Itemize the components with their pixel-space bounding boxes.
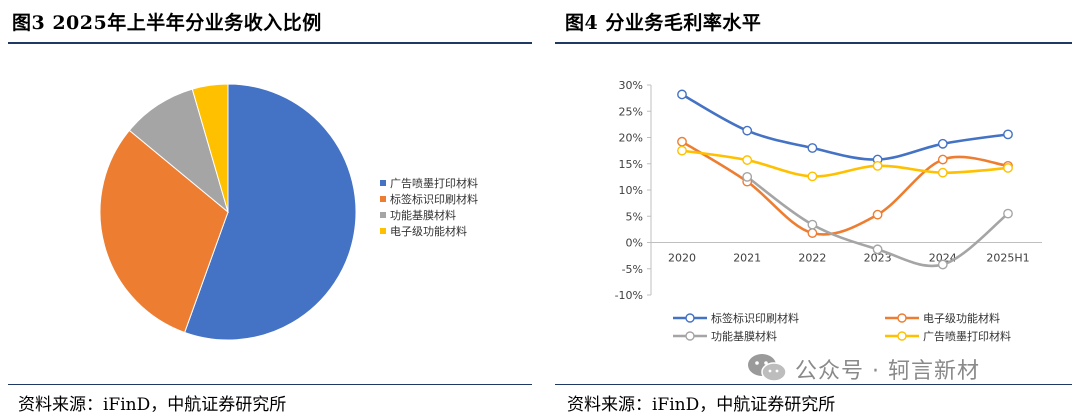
series-line-4: [681, 149, 1009, 178]
y-tick-label: 25%: [619, 105, 643, 118]
legend-label-3: 功能基膜材料: [711, 329, 777, 343]
x-tick-label: 2021: [733, 252, 761, 265]
pie-legend-label-3: 功能基膜材料: [390, 208, 456, 222]
legend-label-4: 广告喷墨打印材料: [923, 329, 1011, 343]
legend-marker-3: [685, 331, 695, 341]
series-1-point: [807, 143, 818, 153]
series-3-point: [872, 244, 883, 255]
pie-legend-label-2: 标签标识印刷材料: [390, 192, 478, 206]
pie-legend-swatch-3: [380, 212, 386, 218]
series-1-point: [677, 89, 687, 100]
y-tick-label: -10%: [615, 289, 643, 302]
wechat-icon: [748, 354, 787, 382]
series-4-point: [807, 171, 818, 182]
figure3-top-rule: [8, 42, 532, 44]
legend-label-1: 标签标识印刷材料: [711, 311, 799, 325]
pie-slice-4: [191, 83, 229, 213]
series-4-point: [1003, 163, 1013, 173]
series-4-point: [872, 160, 883, 171]
y-tick-label: 30%: [619, 79, 643, 92]
pie-slice-2: [99, 129, 229, 334]
series-2-point: [872, 209, 883, 220]
series-1-point: [937, 138, 948, 149]
figure3-source: 资料来源：iFinD，中航证券研究所: [18, 395, 287, 415]
y-tick-label: 20%: [619, 132, 643, 145]
pie-slice-1: [184, 83, 357, 341]
series-2-point: [807, 228, 818, 238]
series-3-point: [742, 171, 753, 182]
series-1-point: [742, 125, 753, 136]
figure4-top-rule: [555, 42, 1072, 44]
figure3-title: 图3 2025年上半年分业务收入比例: [12, 12, 322, 34]
legend-label-2: 电子级功能材料: [923, 311, 1000, 325]
legend-marker-4: [897, 331, 907, 341]
pie-legend-swatch-2: [380, 196, 386, 202]
y-tick-label: -5%: [622, 263, 643, 276]
x-tick-label: 2020: [668, 252, 696, 265]
series-3-point: [807, 219, 818, 230]
figure4-panel: 图4 分业务毛利率水平 -10% -5% 0% 5% 10% 15% 20% 25% 30% 20…: [555, 0, 1080, 415]
series-4-point: [677, 145, 687, 156]
y-tick-label: 0%: [626, 237, 643, 250]
watermark-text: 公众号 · 轲言新材: [795, 359, 980, 384]
series-2-point: [937, 154, 948, 165]
pie-legend-label-4: 电子级功能材料: [390, 224, 467, 238]
series-1-point: [1003, 129, 1013, 140]
figure4-title: 图4 分业务毛利率水平: [565, 12, 762, 34]
series-4-point: [937, 167, 948, 178]
pie-legend-swatch-1: [380, 180, 386, 186]
y-tick-label: 10%: [619, 184, 643, 197]
pie-slice-3: [128, 88, 229, 214]
line-chart: -10% -5% 0% 5% 10% 15% 20% 25% 30% 2020 2021 2022 20…: [615, 79, 1042, 343]
figure3-panel: 图3 2025年上半年分业务收入比例 广告喷墨打印材料 标签标识印刷材料 功能基膜材…: [0, 0, 540, 415]
figure3-bottom-rule: [8, 384, 532, 385]
legend-marker-1: [685, 313, 695, 323]
x-tick-label: 2022: [798, 252, 826, 265]
x-tick-label: 2023: [864, 252, 892, 265]
series-3-point: [1003, 208, 1013, 219]
pie-legend-label-1: 广告喷墨打印材料: [390, 176, 478, 190]
figure4-bottom-rule: [555, 384, 1072, 385]
legend-marker-2: [897, 313, 907, 323]
figure4-source: 资料来源：iFinD，中航证券研究所: [567, 395, 836, 415]
y-tick-label: 15%: [619, 158, 643, 171]
y-tick-label: 5%: [626, 210, 643, 223]
series-3-point: [937, 259, 948, 270]
series-4-point: [742, 155, 753, 165]
series-2-point: [677, 136, 687, 147]
x-tick-label: 2025H1: [986, 252, 1029, 265]
watermark: 公众号 · 轲言新材: [745, 350, 1045, 386]
series-line-1: [681, 93, 1009, 161]
pie-legend-swatch-4: [380, 228, 386, 234]
